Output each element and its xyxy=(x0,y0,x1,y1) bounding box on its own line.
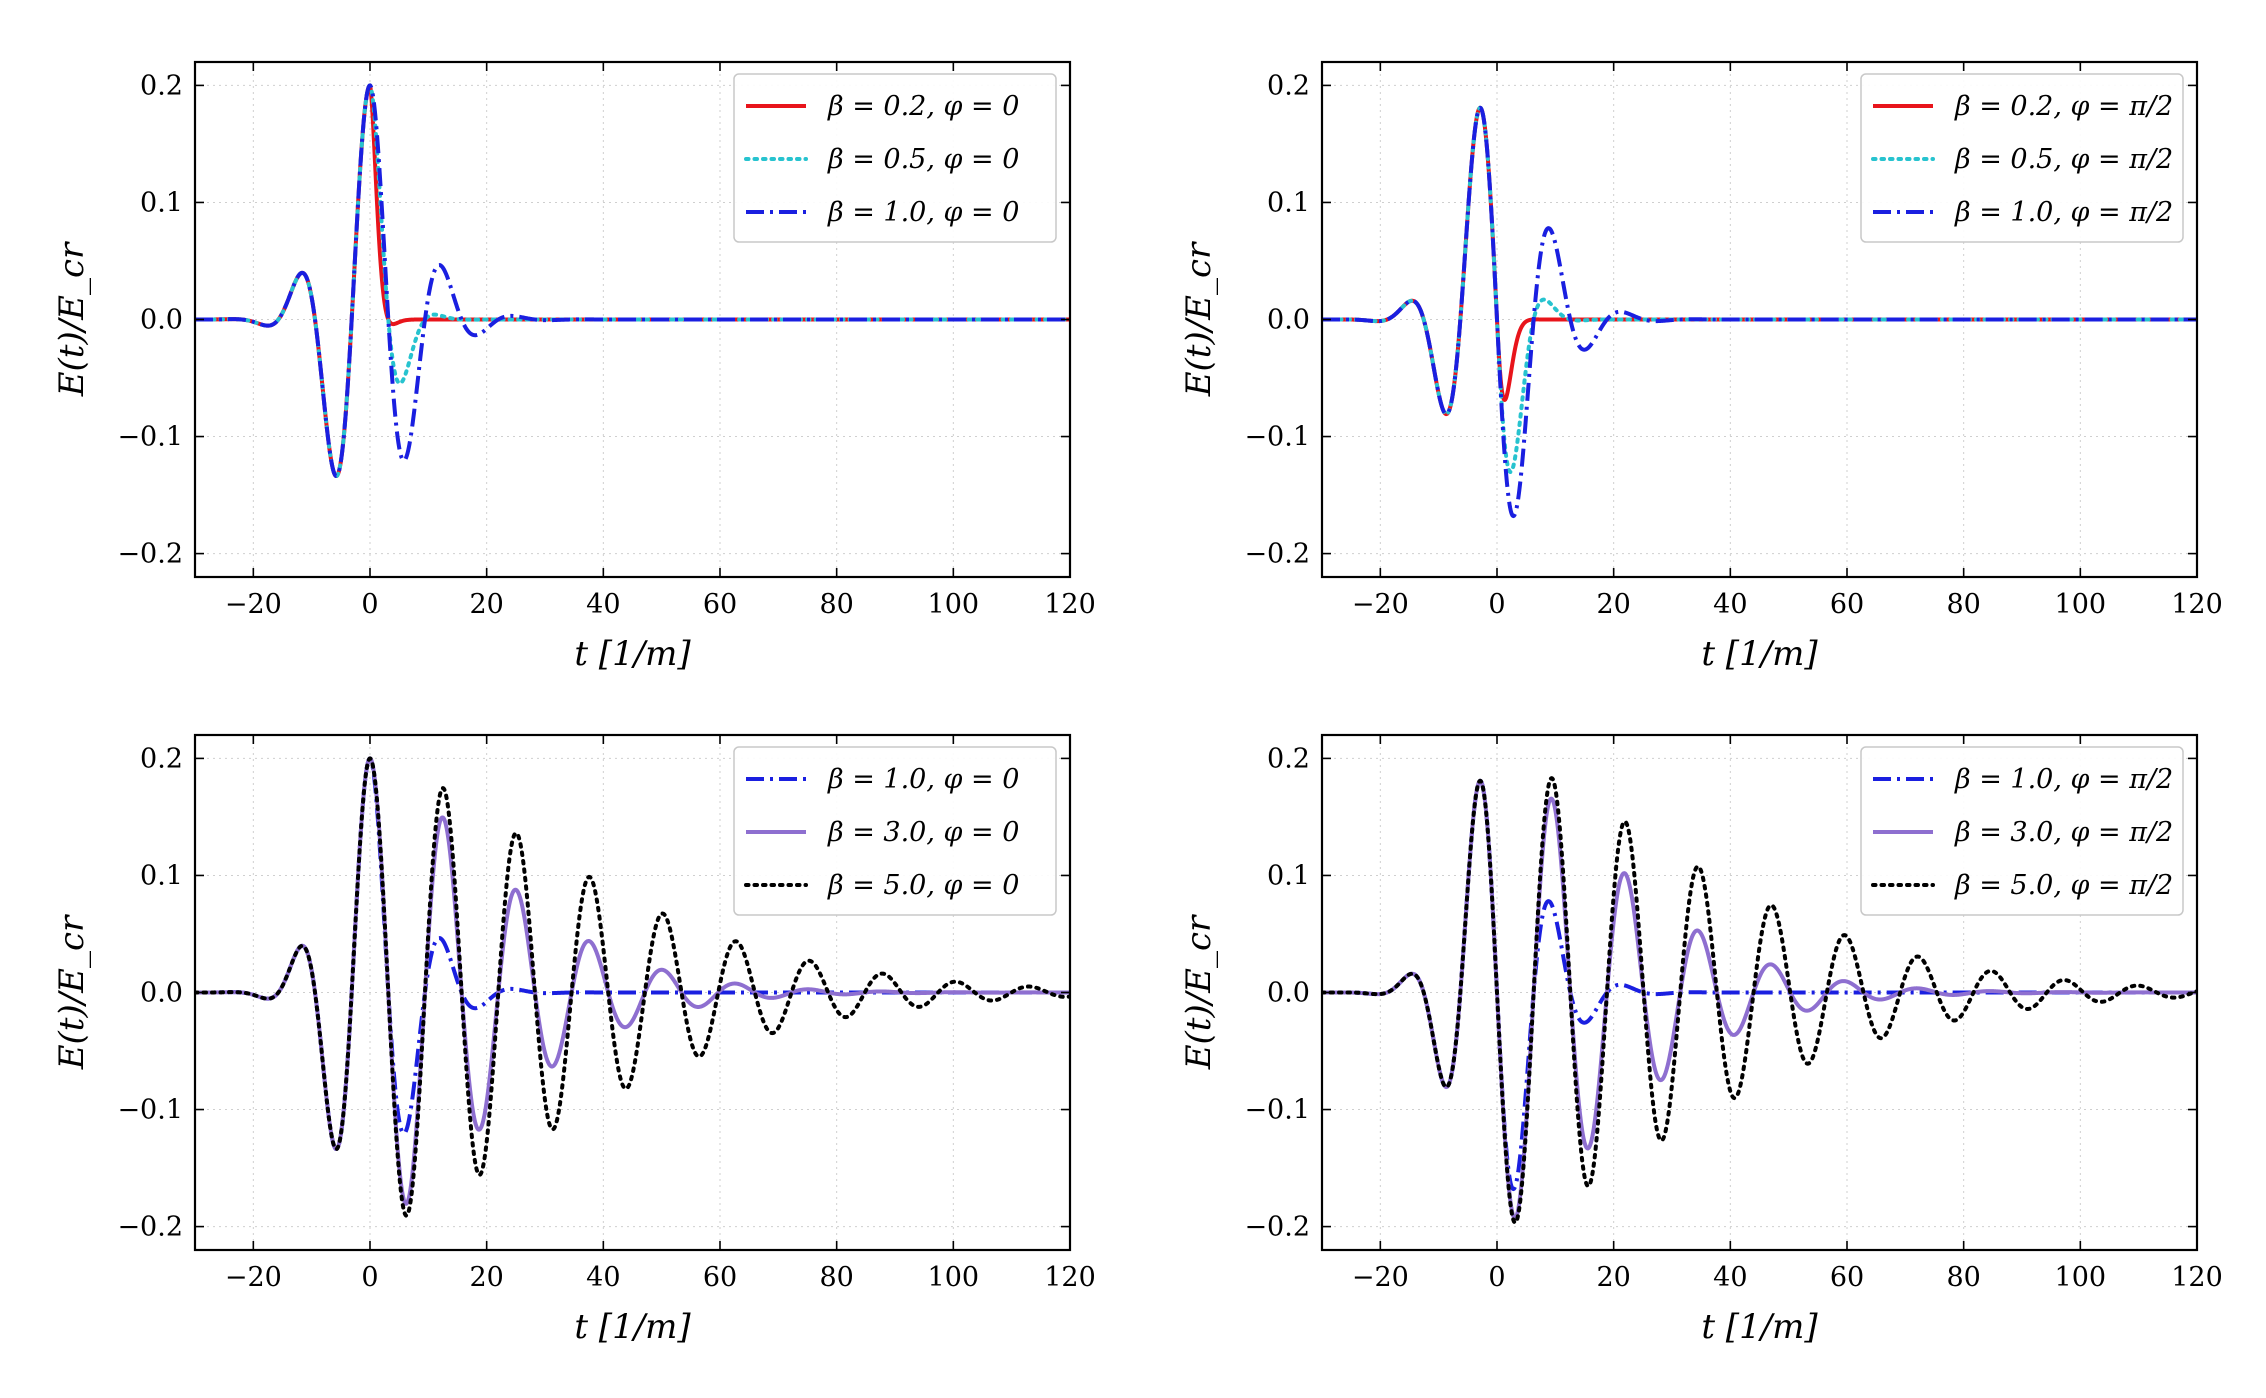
x-tick-label: 20 xyxy=(469,589,503,620)
legend-box xyxy=(733,73,1057,243)
series-group xyxy=(1322,776,2197,1225)
chart-panel-bottom-right: −20 0 20 40 60 80 100 120 −0.2 −0.1 0.0 0.1 0.2 t [1/… xyxy=(1179,733,2223,1347)
y-tick-label: 0.0 xyxy=(1267,305,1310,336)
legend: β = 1.0, φ = π/2 β = 3.0, φ = π/2 β = 5.0,… xyxy=(1860,746,2184,916)
x-tick-label: 40 xyxy=(1713,589,1747,620)
series-group xyxy=(195,83,1070,479)
x-axis-label: t [1/m] xyxy=(1701,1307,1818,1347)
x-tick-label: 20 xyxy=(1596,589,1630,620)
x-tick-label: 100 xyxy=(928,1262,980,1293)
y-axis-label: E(t)/E_cr xyxy=(52,914,92,1070)
legend-entry-label: β = 1.0, φ = 0 xyxy=(827,197,1019,228)
x-tick-label: 60 xyxy=(703,1262,737,1293)
y-tick-label: 0.2 xyxy=(140,743,183,774)
legend-entry-label: β = 5.0, φ = 0 xyxy=(827,870,1019,901)
x-tick-label: 20 xyxy=(469,1262,503,1293)
x-tick-label: 120 xyxy=(2171,589,2223,620)
legend-entry-label: β = 0.5, φ = 0 xyxy=(827,144,1019,175)
y-tick-label: 0.2 xyxy=(1267,743,1310,774)
y-axis-label: E(t)/E_cr xyxy=(1179,241,1219,397)
x-tick-label: 40 xyxy=(586,589,620,620)
y-axis-label: E(t)/E_cr xyxy=(1179,914,1219,1070)
y-tick-label: −0.2 xyxy=(1244,1212,1310,1243)
x-axis-label: t [1/m] xyxy=(574,634,691,674)
legend-entry-label: β = 0.2, φ = π/2 xyxy=(1954,91,2173,122)
y-tick-label: −0.2 xyxy=(117,539,183,570)
series-line-beta-1 xyxy=(195,83,1070,479)
x-tick-label: 100 xyxy=(2055,1262,2107,1293)
y-tick-label: 0.1 xyxy=(1267,860,1310,891)
x-tick-label: 0 xyxy=(361,589,378,620)
x-tick-label: 120 xyxy=(2171,1262,2223,1293)
x-tick-label: 100 xyxy=(2055,589,2107,620)
legend-entry-label: β = 5.0, φ = π/2 xyxy=(1954,870,2173,901)
legend-entry-label: β = 0.2, φ = 0 xyxy=(827,91,1019,122)
series-line-beta-1 xyxy=(1322,105,2197,519)
legend: β = 0.2, φ = 0 β = 0.5, φ = 0 β = 1.0, φ =… xyxy=(733,73,1057,243)
legend-entry-label: β = 3.0, φ = π/2 xyxy=(1954,817,2173,848)
y-tick-label: 0.0 xyxy=(1267,978,1310,1009)
x-tick-label: 20 xyxy=(1596,1262,1630,1293)
series-group xyxy=(1322,105,2197,519)
legend-box xyxy=(1860,746,2184,916)
x-tick-label: 40 xyxy=(586,1262,620,1293)
legend: β = 1.0, φ = 0 β = 3.0, φ = 0 β = 5.0, φ =… xyxy=(733,746,1057,916)
x-tick-label: 120 xyxy=(1044,589,1096,620)
x-tick-label: −20 xyxy=(225,1262,282,1293)
x-tick-label: 80 xyxy=(1946,589,1980,620)
y-tick-label: −0.2 xyxy=(117,1212,183,1243)
x-tick-label: 40 xyxy=(1713,1262,1747,1293)
series-group xyxy=(195,756,1070,1218)
y-tick-label: −0.1 xyxy=(117,1095,183,1126)
x-tick-label: −20 xyxy=(225,589,282,620)
chart-panel-top-left: −20 0 20 40 60 80 100 120 −0.2 −0.1 0.0 0.1 0.2 t [1/… xyxy=(52,60,1096,674)
x-tick-label: 60 xyxy=(1830,1262,1864,1293)
x-tick-label: 80 xyxy=(819,1262,853,1293)
y-tick-label: 0.1 xyxy=(140,187,183,218)
legend-entry-label: β = 1.0, φ = π/2 xyxy=(1954,764,2173,795)
y-tick-label: 0.0 xyxy=(140,978,183,1009)
x-tick-label: −20 xyxy=(1352,589,1409,620)
x-tick-label: 60 xyxy=(1830,589,1864,620)
y-tick-label: −0.1 xyxy=(1244,422,1310,453)
y-tick-label: 0.0 xyxy=(140,305,183,336)
x-tick-label: 80 xyxy=(1946,1262,1980,1293)
legend-entry-label: β = 0.5, φ = π/2 xyxy=(1954,144,2173,175)
chart-panel-bottom-left: −20 0 20 40 60 80 100 120 −0.2 −0.1 0.0 0.1 0.2 t [1/… xyxy=(52,733,1096,1347)
y-tick-label: −0.1 xyxy=(1244,1095,1310,1126)
chart-panel-top-right: −20 0 20 40 60 80 100 120 −0.2 −0.1 0.0 0.1 0.2 t [1/… xyxy=(1179,60,2223,674)
x-tick-label: 0 xyxy=(361,1262,378,1293)
series-line-beta-5 xyxy=(1322,776,2197,1225)
x-tick-label: 80 xyxy=(819,589,853,620)
x-tick-label: −20 xyxy=(1352,1262,1409,1293)
series-line-beta-3 xyxy=(1322,778,2197,1221)
x-tick-label: 0 xyxy=(1488,589,1505,620)
legend-box xyxy=(733,746,1057,916)
y-tick-label: −0.2 xyxy=(1244,539,1310,570)
y-tick-label: 0.2 xyxy=(1267,70,1310,101)
legend-entry-label: β = 1.0, φ = π/2 xyxy=(1954,197,2173,228)
y-axis-label: E(t)/E_cr xyxy=(52,241,92,397)
series-line-beta-0_5 xyxy=(1322,105,2197,475)
legend-entry-label: β = 1.0, φ = 0 xyxy=(827,764,1019,795)
y-tick-label: −0.1 xyxy=(117,422,183,453)
series-line-beta-3 xyxy=(195,756,1070,1206)
x-tick-label: 60 xyxy=(703,589,737,620)
y-tick-label: 0.1 xyxy=(1267,187,1310,218)
y-tick-label: 0.2 xyxy=(140,70,183,101)
x-tick-label: 0 xyxy=(1488,1262,1505,1293)
legend: β = 0.2, φ = π/2 β = 0.5, φ = π/2 β = 1.0,… xyxy=(1860,73,2184,243)
y-tick-label: 0.1 xyxy=(140,860,183,891)
x-axis-label: t [1/m] xyxy=(1701,634,1818,674)
x-tick-label: 100 xyxy=(928,589,980,620)
x-axis-label: t [1/m] xyxy=(574,1307,691,1347)
legend-box xyxy=(1860,73,2184,243)
legend-entry-label: β = 3.0, φ = 0 xyxy=(827,817,1019,848)
x-tick-label: 120 xyxy=(1044,1262,1096,1293)
